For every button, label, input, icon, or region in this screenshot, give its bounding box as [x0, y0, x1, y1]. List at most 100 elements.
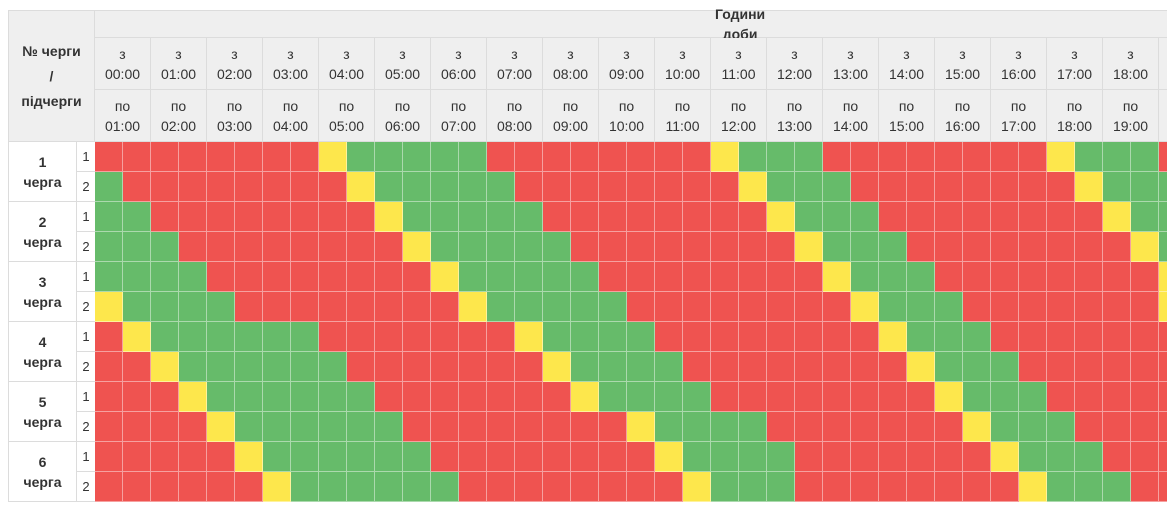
schedule-cell — [151, 232, 179, 262]
hour-from: з 18:00 — [1103, 38, 1159, 90]
schedule-cell — [515, 442, 543, 472]
subqueue-label: 2 — [77, 292, 95, 322]
schedule-cell — [795, 442, 823, 472]
schedule-cell — [235, 472, 263, 502]
schedule-cell — [291, 262, 319, 292]
schedule-cell — [375, 262, 403, 292]
hour-to: по 12:00 — [711, 90, 767, 142]
schedule-cell — [879, 142, 907, 172]
schedule-cell — [963, 472, 991, 502]
schedule-cell — [683, 412, 711, 442]
hour-to-text: по 09:00 — [552, 97, 589, 134]
schedule-cell — [711, 262, 739, 292]
schedule-cell — [739, 322, 767, 352]
schedule-cell — [543, 442, 571, 472]
hour-to-text: по 07:00 — [440, 97, 477, 134]
schedule-cell — [599, 232, 627, 262]
schedule-cell — [123, 382, 151, 412]
schedule-cell — [935, 172, 963, 202]
schedule-cell — [347, 142, 375, 172]
schedule-cell — [739, 382, 767, 412]
schedule-cell — [515, 382, 543, 412]
hour-from: з 04:00 — [319, 38, 375, 90]
schedule-cell — [515, 232, 543, 262]
schedule-cell — [627, 232, 655, 262]
schedule-cell — [207, 412, 235, 442]
schedule-cell — [1131, 232, 1159, 262]
schedule-cell — [851, 412, 879, 442]
schedule-cell — [1159, 322, 1167, 352]
hour-to: по 03:00 — [207, 90, 263, 142]
schedule-cell — [235, 322, 263, 352]
schedule-cell — [627, 442, 655, 472]
hour-to: по 08:00 — [487, 90, 543, 142]
schedule-cell — [431, 262, 459, 292]
schedule-cell — [515, 172, 543, 202]
schedule-cell — [123, 232, 151, 262]
schedule-cell — [1131, 172, 1159, 202]
schedule-cell — [767, 442, 795, 472]
schedule-cell — [739, 232, 767, 262]
schedule-cell — [571, 322, 599, 352]
schedule-cell — [487, 472, 515, 502]
schedule-cell — [179, 442, 207, 472]
schedule-cell — [795, 412, 823, 442]
schedule-cell — [1131, 382, 1159, 412]
corner-header: № черги / підчерги — [8, 10, 95, 142]
schedule-cell — [291, 472, 319, 502]
schedule-cell — [655, 442, 683, 472]
schedule-cell — [235, 262, 263, 292]
queue-label: 5 черга — [8, 382, 77, 442]
hour-to: по 06:00 — [375, 90, 431, 142]
schedule-cell — [823, 472, 851, 502]
schedule-cell — [403, 412, 431, 442]
schedule-cell — [711, 202, 739, 232]
hour-to-text: по 04:00 — [272, 97, 309, 134]
schedule-cell — [1019, 442, 1047, 472]
schedule-cell — [319, 202, 347, 232]
schedule-cell — [991, 292, 1019, 322]
hour-to-text: по 16:00 — [944, 97, 981, 134]
schedule-cell — [1019, 322, 1047, 352]
schedule-cell — [347, 352, 375, 382]
schedule-cell — [907, 142, 935, 172]
schedule-cell — [263, 412, 291, 442]
schedule-cell — [123, 262, 151, 292]
subqueue-label-text: 1 — [82, 388, 90, 404]
schedule-cell — [543, 262, 571, 292]
hour-from: з 03:00 — [263, 38, 319, 90]
schedule-cell — [1075, 322, 1103, 352]
schedule-cell — [235, 382, 263, 412]
schedule-cell — [1103, 442, 1131, 472]
schedule-cell — [543, 292, 571, 322]
schedule-cell — [1131, 292, 1159, 322]
schedule-cell — [571, 172, 599, 202]
schedule-cell — [123, 292, 151, 322]
schedule-cell — [963, 232, 991, 262]
subqueue-label-text: 1 — [82, 148, 90, 164]
schedule-cell — [459, 262, 487, 292]
schedule-cell — [347, 472, 375, 502]
schedule-cell — [795, 262, 823, 292]
schedule-cell — [319, 232, 347, 262]
subqueue-label: 1 — [77, 142, 95, 172]
schedule-cell — [571, 442, 599, 472]
schedule-cell — [375, 442, 403, 472]
schedule-cell — [151, 322, 179, 352]
schedule-cell — [683, 202, 711, 232]
schedule-cell — [823, 412, 851, 442]
schedule-cell — [571, 142, 599, 172]
hour-from-text: з 04:00 — [328, 45, 365, 82]
schedule-cell — [1159, 412, 1167, 442]
schedule-cell — [907, 322, 935, 352]
schedule-cell — [1131, 442, 1159, 472]
schedule-cell — [263, 232, 291, 262]
hour-to: по 02:00 — [151, 90, 207, 142]
schedule-cell — [515, 412, 543, 442]
schedule-cell — [459, 322, 487, 352]
schedule-cell — [851, 322, 879, 352]
schedule-cell — [347, 442, 375, 472]
schedule-cell — [963, 352, 991, 382]
schedule-cell — [515, 322, 543, 352]
